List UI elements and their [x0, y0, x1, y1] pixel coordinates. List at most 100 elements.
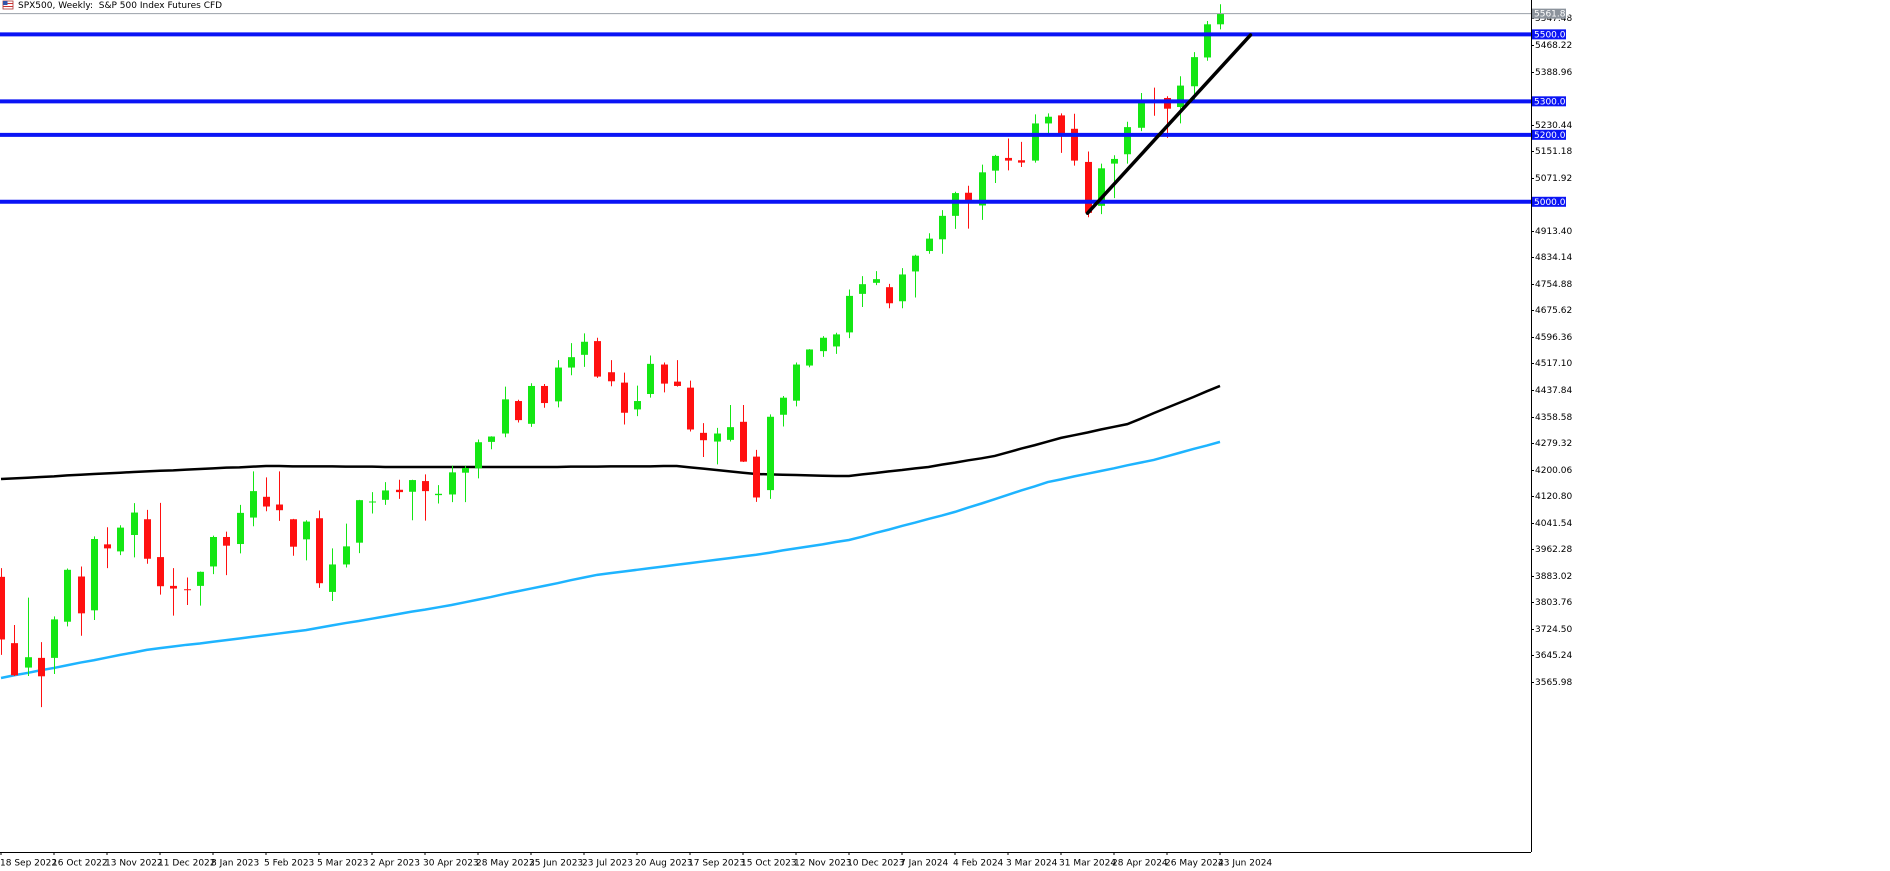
y-tick-label: 4675.62	[1535, 306, 1572, 316]
price-level-label: 5200.00	[1534, 131, 1571, 141]
y-tick-label: 3883.02	[1535, 572, 1572, 582]
price-level-tag	[1532, 129, 1566, 140]
x-tick-label: 30 Apr 2023	[423, 859, 479, 869]
candle-body	[1204, 24, 1211, 58]
chart-header: SPX500, Weekly: S&P 500 Index Futures CF…	[2, 0, 222, 11]
x-tick-label: 5 Mar 2023	[317, 859, 368, 869]
x-tick-label: 2 Apr 2023	[370, 859, 420, 869]
candle-body	[1217, 13, 1224, 25]
candle-body	[555, 367, 562, 402]
candle-body	[409, 480, 416, 492]
y-tick-label: 5230.44	[1535, 121, 1572, 131]
candle-body	[303, 521, 310, 540]
candle-body	[502, 399, 509, 434]
x-tick-label: 4 Feb 2024	[953, 859, 1004, 869]
candle-body	[250, 491, 257, 518]
candle-body	[926, 238, 933, 252]
candle-body	[1045, 116, 1052, 124]
flag-canton	[3, 1, 8, 5]
x-tick-label: 15 Oct 2023	[741, 859, 797, 869]
y-tick-label: 5547.48	[1535, 14, 1572, 24]
candle-body	[184, 589, 191, 591]
x-tick-label: 18 Sep 2022	[0, 859, 57, 869]
candle-body	[131, 512, 138, 535]
candle-body	[210, 536, 217, 567]
candle-body	[223, 536, 230, 546]
candle-body	[608, 372, 615, 382]
candle-body	[197, 571, 204, 586]
candle-body	[329, 564, 336, 592]
candle-body	[674, 381, 681, 386]
candle-body	[488, 436, 495, 442]
candle-body	[820, 337, 827, 352]
y-tick-label: 4120.80	[1535, 492, 1572, 502]
candle-body	[952, 193, 959, 216]
candle-body	[621, 382, 628, 413]
candle-body	[144, 519, 151, 559]
candle-body	[714, 433, 721, 442]
candle-body	[939, 215, 946, 240]
candle-body	[528, 385, 535, 424]
candle-body	[25, 657, 32, 668]
x-tick-label: 8 Jan 2023	[211, 859, 259, 869]
candle-body	[873, 279, 880, 283]
price-level-label: 5000.00	[1534, 198, 1571, 208]
candle-body	[979, 172, 986, 206]
candle-body	[449, 472, 456, 495]
y-tick-label: 3724.50	[1535, 625, 1572, 635]
price-level-tag	[1532, 196, 1566, 207]
current-price-tag	[1532, 8, 1566, 19]
candle-body	[462, 468, 469, 473]
price-level-tag	[1532, 96, 1566, 107]
candle-body	[661, 364, 668, 384]
candle-body	[1085, 161, 1092, 213]
candle-body	[343, 546, 350, 565]
candle-body	[157, 557, 164, 587]
candle-body	[11, 643, 18, 676]
candle-body	[886, 287, 893, 304]
candle-body	[435, 493, 442, 496]
trendline	[1085, 33, 1253, 215]
x-tick-label: 23 Jul 2023	[582, 859, 633, 869]
candle-body	[91, 539, 98, 611]
price-level-label: 5300.00	[1534, 97, 1571, 107]
candle-body	[634, 401, 641, 410]
x-tick-label: 31 Mar 2024	[1059, 859, 1116, 869]
candle-body	[833, 334, 840, 347]
candle-body	[38, 657, 45, 677]
candle-body	[700, 432, 707, 441]
candle-body	[276, 504, 283, 511]
moving-average	[0, 384, 1221, 481]
x-tick-label: 16 Oct 2022	[52, 859, 108, 869]
price-level-label: 5500.00	[1534, 30, 1571, 40]
x-tick-label: 12 Nov 2023	[794, 859, 852, 869]
x-tick-label: 28 Apr 2024	[1112, 859, 1168, 869]
x-tick-label: 13 Nov 2022	[105, 859, 163, 869]
candle-body	[1032, 123, 1039, 161]
candle-body	[965, 192, 972, 201]
moving-average	[0, 440, 1221, 680]
candle-body	[912, 255, 919, 272]
candle-body	[396, 489, 403, 493]
candle-body	[170, 585, 177, 589]
candle-body	[687, 387, 694, 430]
y-tick-label: 4517.10	[1535, 359, 1572, 369]
candle-body	[117, 527, 124, 552]
candle-body	[859, 284, 866, 294]
candle-body	[1098, 168, 1105, 206]
y-tick-label: 3565.98	[1535, 678, 1572, 688]
current-price-label: 5561.87	[1534, 10, 1571, 20]
candle-body	[992, 155, 999, 171]
plot-area	[0, 4, 1531, 708]
candle-body	[382, 490, 389, 500]
x-tick-label: 11 Dec 2022	[158, 859, 216, 869]
y-tick-label: 5388.96	[1535, 68, 1572, 78]
price-level-tag	[1532, 29, 1566, 40]
y-tick-label: 5151.18	[1535, 147, 1572, 157]
y-tick-label: 4279.32	[1535, 439, 1572, 449]
candle-body	[369, 501, 376, 503]
y-tick-label: 4754.88	[1535, 280, 1572, 290]
candle-body	[806, 349, 813, 366]
